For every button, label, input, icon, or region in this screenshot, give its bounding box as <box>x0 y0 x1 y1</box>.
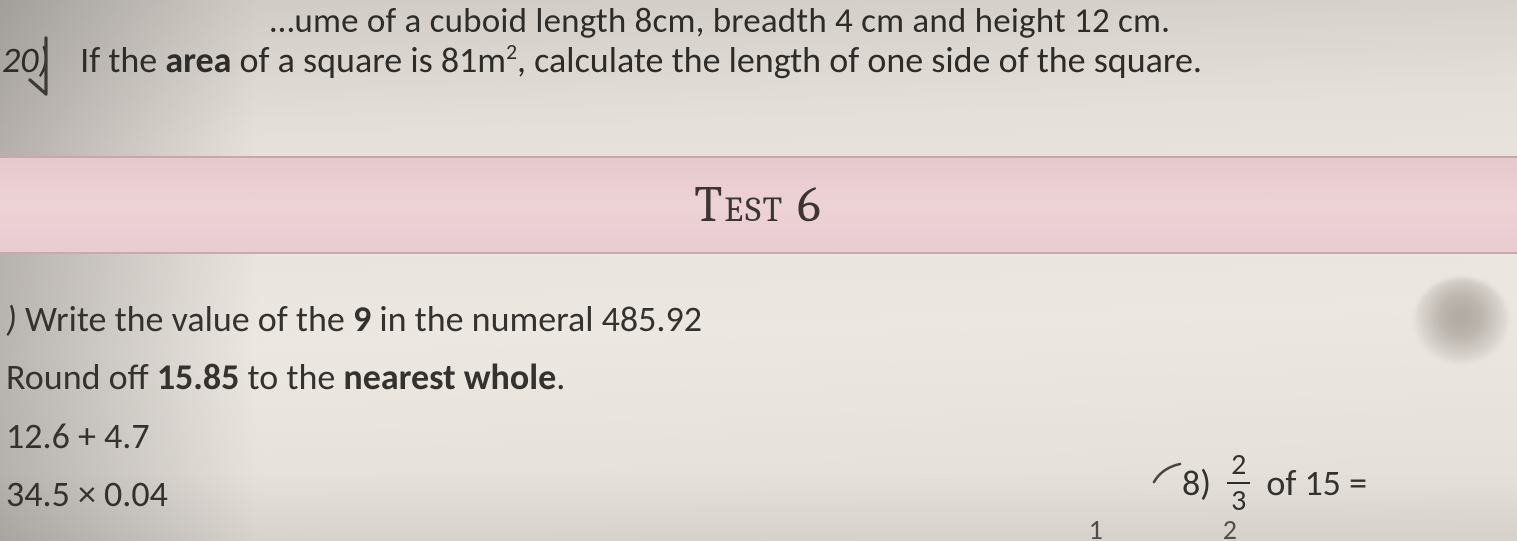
cutoff-2: 2 <box>1223 512 1237 541</box>
question-8-fraction: 8) 2 3 of 15 = <box>1182 450 1367 516</box>
fraction-numerator: 2 <box>1227 450 1250 482</box>
value-15-85: 15.85 <box>157 355 240 399</box>
question-8-tail: of 15 = <box>1266 461 1367 505</box>
question-value-of-9: ) Write the value of the 9 in the numera… <box>0 290 1517 348</box>
fraction-denominator: 3 <box>1227 482 1250 516</box>
test-heading-band: Test 6 <box>0 156 1517 254</box>
cutoff-bottom-text: 1 2 <box>1089 512 1237 541</box>
exponent-2: 2 <box>506 38 517 65</box>
worksheet-page: …ume of a cuboid length 8cm, breadth 4 c… <box>0 0 1517 541</box>
question-round-off: Round off 15.85 to the nearest whole. <box>0 348 1517 406</box>
question-number-20: 20) <box>0 36 72 85</box>
handwritten-tick-icon <box>1150 458 1184 492</box>
question-20: 20) If the area of a square is 81m2, cal… <box>0 36 1507 85</box>
question-number-paren: ) <box>6 297 17 341</box>
keyword-area: area <box>165 38 231 82</box>
digit-9: 9 <box>353 297 371 341</box>
fraction-2-3: 2 3 <box>1227 450 1250 516</box>
question-number-8: 8) <box>1182 461 1211 505</box>
cutoff-1: 1 <box>1089 512 1103 541</box>
test-heading: Test 6 <box>694 176 822 234</box>
nearest-whole: nearest whole <box>343 355 556 399</box>
